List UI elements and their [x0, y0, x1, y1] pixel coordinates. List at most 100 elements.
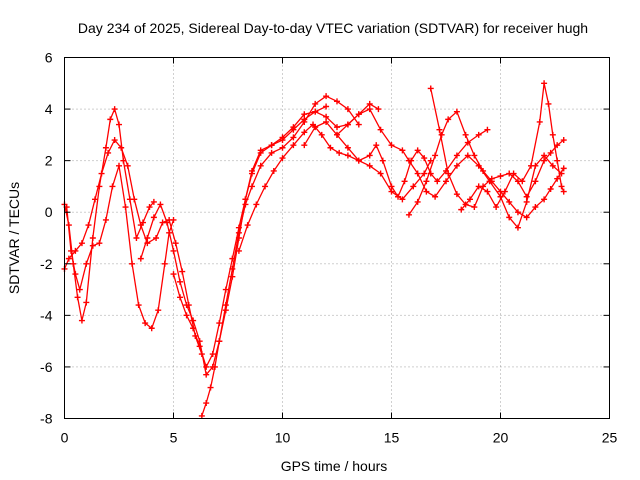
- data-point: [85, 222, 92, 229]
- data-point: [98, 170, 105, 177]
- data-point: [375, 106, 382, 113]
- data-point: [248, 183, 255, 190]
- data-point: [109, 183, 116, 190]
- data-point: [379, 157, 386, 164]
- data-point: [190, 325, 197, 332]
- series-line: [303, 121, 488, 198]
- series-2: [63, 162, 177, 332]
- data-point: [72, 247, 79, 254]
- data-point: [536, 118, 543, 125]
- series-line: [408, 111, 565, 219]
- data-point: [137, 222, 144, 229]
- data-point: [83, 260, 90, 267]
- data-point: [312, 108, 319, 115]
- series-line: [63, 108, 155, 322]
- data-point: [480, 167, 487, 174]
- data-point: [466, 196, 473, 203]
- data-point: [211, 363, 218, 370]
- data-point: [464, 152, 471, 159]
- data-point: [253, 201, 260, 208]
- x-tick-label: 15: [384, 430, 400, 446]
- data-point: [434, 178, 441, 185]
- data-point: [146, 204, 153, 211]
- data-point: [170, 247, 177, 254]
- data-point: [129, 260, 136, 267]
- data-point: [554, 157, 561, 164]
- data-point: [399, 196, 406, 203]
- data-point: [102, 144, 109, 151]
- data-point: [270, 167, 277, 174]
- data-point: [377, 170, 384, 177]
- data-point: [242, 201, 249, 208]
- y-tick-label: 4: [45, 101, 53, 117]
- data-point: [268, 149, 275, 156]
- data-point: [484, 188, 491, 195]
- data-point: [523, 214, 530, 221]
- data-point: [453, 162, 460, 169]
- data-point: [279, 155, 286, 162]
- data-point: [198, 412, 205, 419]
- data-point: [209, 351, 216, 358]
- data-point: [323, 103, 330, 110]
- data-point: [355, 157, 362, 164]
- y-tick-label: 0: [45, 204, 53, 220]
- series-12: [458, 80, 567, 213]
- series-line: [460, 82, 565, 211]
- data-point: [421, 170, 428, 177]
- data-point: [150, 214, 157, 221]
- series-11: [427, 85, 567, 211]
- grid: [64, 57, 610, 419]
- data-point: [203, 363, 210, 370]
- data-point: [262, 183, 269, 190]
- data-point: [410, 183, 417, 190]
- data-point: [436, 126, 443, 133]
- data-point: [547, 149, 554, 156]
- data-point: [257, 147, 264, 154]
- data-point: [203, 400, 210, 407]
- data-point: [399, 147, 406, 154]
- data-point: [445, 170, 452, 177]
- data-point: [135, 302, 142, 309]
- series-4: [137, 103, 330, 378]
- y-tick-label: -4: [40, 307, 53, 323]
- data-point: [541, 80, 548, 87]
- series-10: [405, 108, 567, 221]
- data-point: [111, 137, 118, 144]
- data-point: [118, 144, 125, 151]
- data-point: [334, 124, 340, 131]
- data-point: [89, 242, 96, 249]
- data-point: [423, 188, 430, 195]
- data-point: [475, 183, 482, 190]
- data-point: [92, 196, 99, 203]
- data-point: [344, 121, 351, 128]
- data-point: [72, 271, 79, 278]
- data-point: [506, 198, 513, 205]
- x-tick-label: 5: [170, 430, 178, 446]
- data-point: [355, 121, 362, 128]
- data-point: [366, 100, 373, 107]
- x-tick-label: 0: [61, 430, 69, 446]
- series-line: [63, 139, 203, 355]
- data-point: [222, 302, 229, 309]
- data-point: [395, 193, 402, 200]
- data-point: [83, 299, 90, 306]
- data-point: [427, 85, 434, 92]
- data-point: [560, 188, 567, 195]
- data-point: [475, 131, 482, 138]
- data-point: [111, 106, 118, 113]
- data-point: [453, 191, 460, 198]
- data-point: [102, 216, 109, 223]
- data-point: [453, 152, 460, 159]
- series-8: [301, 118, 491, 200]
- series-6: [198, 93, 362, 419]
- data-point: [560, 165, 567, 172]
- data-point: [547, 186, 554, 193]
- data-point: [323, 93, 330, 100]
- data-point: [377, 126, 384, 133]
- data-point: [290, 142, 297, 149]
- data-point: [344, 106, 351, 113]
- data-point: [279, 134, 286, 141]
- y-tick-label: -8: [40, 411, 53, 427]
- data-point: [301, 118, 308, 125]
- x-tick-label: 25: [602, 430, 618, 446]
